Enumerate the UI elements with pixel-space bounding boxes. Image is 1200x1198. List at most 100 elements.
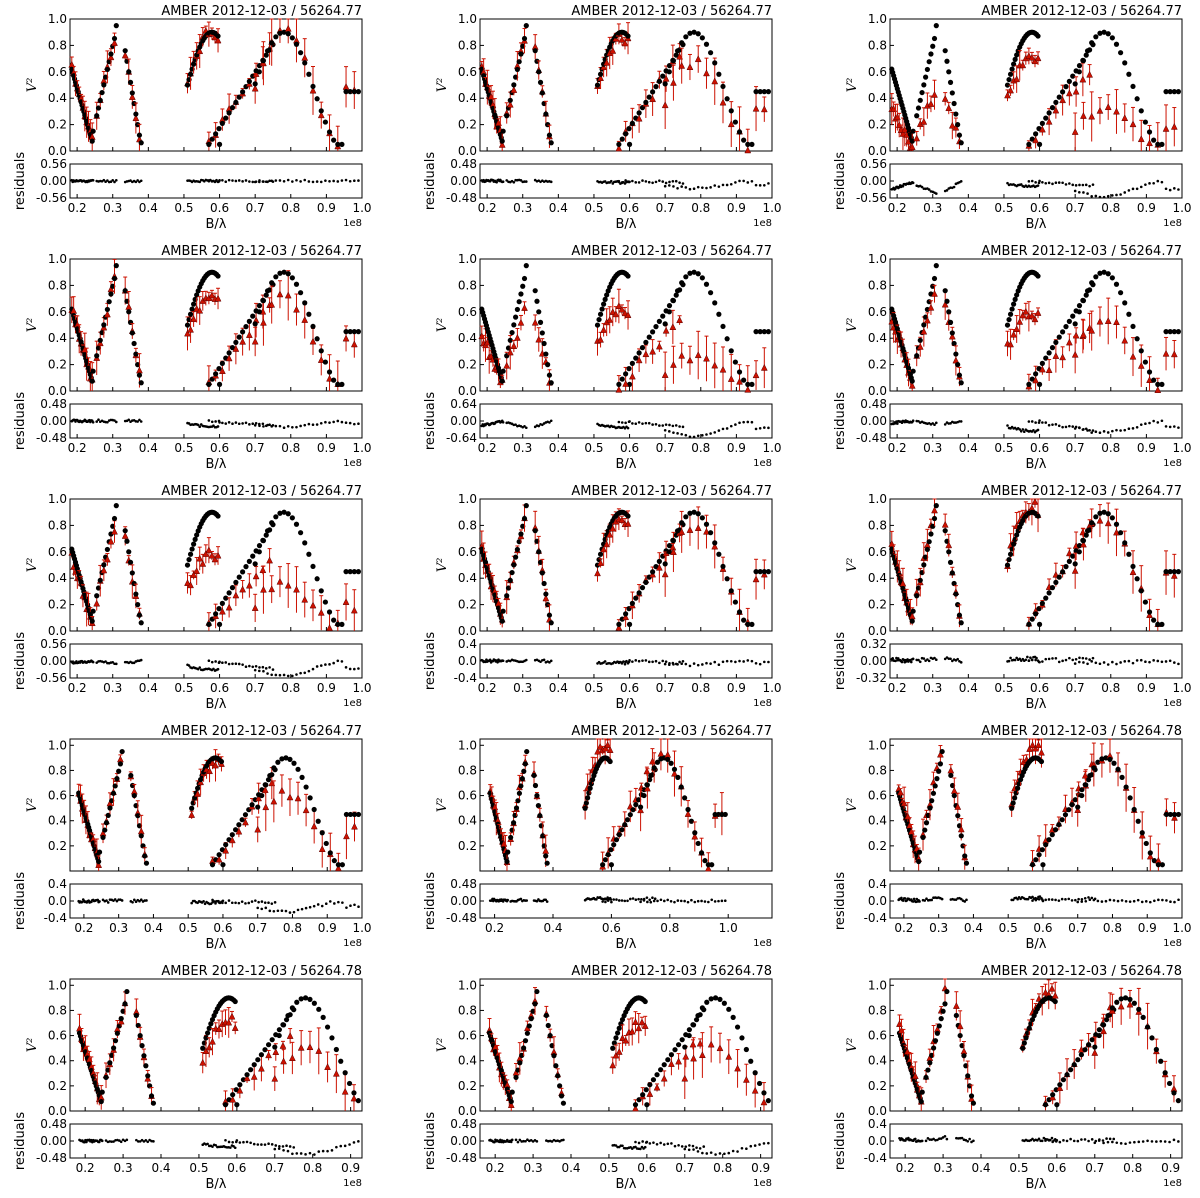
residual-point bbox=[676, 187, 679, 190]
residual-point bbox=[336, 659, 339, 662]
residual-point bbox=[1058, 181, 1061, 184]
model-point bbox=[919, 90, 924, 95]
residual-point bbox=[680, 900, 683, 903]
residual-point bbox=[689, 665, 692, 668]
residual-tick-label: 0.4 bbox=[48, 877, 67, 891]
model-point bbox=[536, 549, 541, 554]
model-point bbox=[509, 330, 514, 335]
model-point bbox=[737, 369, 742, 374]
x-axis-multiplier: 1e8 bbox=[1163, 458, 1182, 469]
model-point bbox=[508, 98, 513, 103]
model-point bbox=[603, 297, 608, 302]
data-point bbox=[253, 573, 259, 579]
model-point bbox=[206, 142, 211, 147]
residual-point bbox=[550, 660, 553, 663]
model-point bbox=[643, 100, 648, 105]
model-point bbox=[261, 298, 266, 303]
residual-point bbox=[656, 900, 659, 903]
data-point bbox=[753, 576, 759, 582]
residual-point bbox=[646, 901, 649, 904]
model-point bbox=[598, 312, 603, 317]
residual-point bbox=[668, 184, 671, 187]
model-point bbox=[240, 329, 245, 334]
residual-point bbox=[1173, 187, 1176, 190]
residual-point bbox=[960, 180, 963, 183]
residual-point bbox=[767, 661, 770, 664]
residual-point bbox=[676, 432, 679, 435]
residual-point bbox=[682, 426, 685, 429]
data-point bbox=[679, 352, 685, 358]
residual-point bbox=[235, 662, 238, 665]
data-point bbox=[687, 357, 693, 363]
model-point bbox=[599, 306, 604, 311]
data-point bbox=[1023, 308, 1029, 314]
data-point bbox=[1171, 351, 1177, 357]
residual-axis-label: residuals bbox=[833, 632, 848, 691]
model-point bbox=[504, 859, 509, 864]
model-point bbox=[521, 769, 526, 774]
model-point bbox=[638, 804, 643, 809]
residual-point bbox=[1086, 192, 1089, 195]
residual-point bbox=[638, 181, 641, 184]
y-tick-label: 0.2 bbox=[868, 118, 887, 132]
residual-point bbox=[1111, 430, 1114, 433]
model-point bbox=[130, 570, 135, 575]
residual-point bbox=[265, 667, 268, 670]
residual-point bbox=[235, 180, 238, 183]
model-point bbox=[511, 562, 516, 567]
residual-point bbox=[665, 423, 668, 426]
residual-point bbox=[92, 421, 95, 424]
residual-point bbox=[701, 186, 704, 189]
model-point bbox=[137, 613, 142, 618]
residual-point bbox=[115, 179, 118, 182]
residual-point bbox=[202, 900, 205, 903]
y-tick-label: 0.2 bbox=[458, 358, 477, 372]
x-tick-label: 0.8 bbox=[281, 201, 300, 215]
model-point bbox=[708, 530, 713, 535]
residual-point bbox=[309, 906, 312, 909]
model-point bbox=[94, 113, 99, 118]
model-point bbox=[263, 782, 268, 787]
model-point bbox=[643, 580, 648, 585]
data-point bbox=[695, 525, 701, 531]
model-point bbox=[250, 314, 255, 319]
model-point bbox=[509, 570, 514, 575]
model-point bbox=[598, 552, 603, 557]
x-axis-multiplier: 1e8 bbox=[343, 458, 362, 469]
model-point bbox=[128, 560, 133, 565]
residual-point bbox=[251, 181, 254, 184]
plot-svg: AMBER 2012-12-03 / 56264.770.00.20.40.60… bbox=[0, 480, 395, 718]
y-tick-label: 1.0 bbox=[458, 738, 477, 752]
plot-svg: AMBER 2012-12-03 / 56264.780.20.40.60.81… bbox=[820, 720, 1200, 958]
residual-tick-label: 0.48 bbox=[450, 157, 477, 171]
residual-point bbox=[336, 180, 339, 183]
residual-point bbox=[262, 666, 265, 669]
residual-point bbox=[1078, 426, 1081, 429]
model-point bbox=[310, 84, 315, 89]
residual-point bbox=[1038, 182, 1041, 185]
model-point bbox=[640, 585, 645, 590]
residual-point bbox=[208, 179, 211, 182]
data-point bbox=[343, 84, 349, 90]
residual-point bbox=[1169, 426, 1172, 429]
residual-point bbox=[661, 180, 664, 183]
model-point bbox=[518, 783, 523, 788]
y-tick-label: 0.2 bbox=[868, 598, 887, 612]
residual-point bbox=[746, 421, 749, 424]
model-point bbox=[206, 622, 211, 627]
data-point bbox=[518, 319, 524, 325]
model-point bbox=[101, 82, 106, 87]
residual-point bbox=[241, 663, 244, 666]
model-point bbox=[188, 312, 193, 317]
x-tick-label: 0.6 bbox=[1030, 441, 1049, 455]
residual-point bbox=[271, 902, 274, 905]
residual-point bbox=[1095, 661, 1098, 664]
residual-point bbox=[1048, 424, 1051, 427]
residual-point bbox=[295, 673, 298, 676]
y-tick-label: 0.8 bbox=[48, 518, 67, 532]
x-tick-label: 0.7 bbox=[1066, 201, 1085, 215]
residual-point bbox=[705, 433, 708, 436]
model-point bbox=[327, 609, 332, 614]
residual-point bbox=[675, 424, 678, 427]
model-point bbox=[518, 531, 523, 536]
